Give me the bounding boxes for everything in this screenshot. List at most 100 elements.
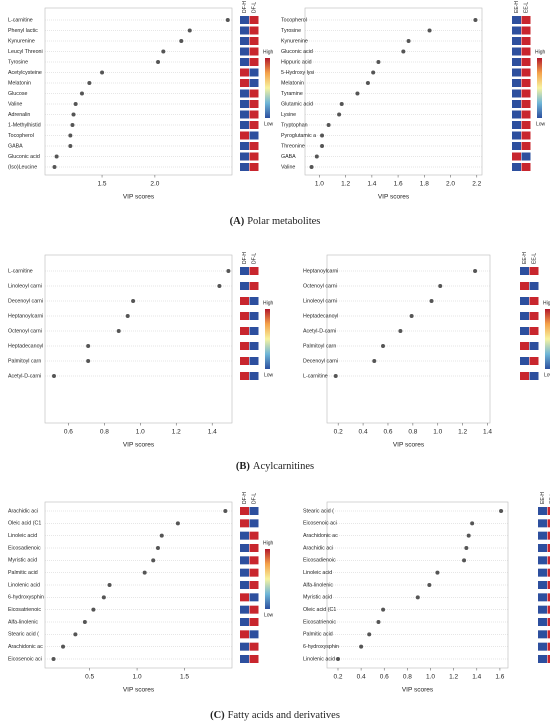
x-axis-title: VIP scores: [123, 687, 155, 694]
heat-cell: [240, 121, 249, 129]
category-label: 6-hydroxysphin: [8, 595, 44, 601]
heat-cell: [538, 544, 547, 552]
dot: [376, 60, 381, 64]
heat-cell: [547, 544, 550, 552]
heat-cell: [538, 618, 547, 626]
heat-cell: [249, 531, 259, 540]
x-tick-label: 1.4: [367, 181, 376, 188]
category-label: Octenoyl carni: [303, 283, 337, 289]
dot: [470, 521, 475, 526]
dot: [225, 18, 230, 22]
x-tick-label: 0.6: [383, 429, 392, 436]
heat-cell: [240, 581, 249, 589]
heat-cell: [249, 507, 259, 515]
category-label: Oleic acid (C1: [303, 607, 336, 613]
caption: (A) Polar metabolites: [230, 216, 321, 227]
heat-cell: [249, 110, 259, 119]
dot: [54, 154, 59, 159]
category-label: Glutamic acid: [281, 101, 313, 107]
heat-cell: [521, 47, 531, 56]
dot: [464, 546, 469, 550]
heat-cell: [521, 89, 531, 98]
heat-cell: [521, 163, 531, 171]
plot-frame: [326, 254, 491, 424]
heat-cell: [249, 581, 259, 589]
dot: [175, 521, 180, 526]
dot: [79, 91, 84, 96]
category-label: Eicosenoic aci: [303, 521, 337, 527]
category-label: L-carnitine: [8, 268, 33, 274]
category-label: Kynurenine: [8, 38, 35, 44]
category-label: Kynurenine: [281, 38, 308, 44]
category-label: Adrenalin: [8, 112, 30, 118]
heat-cell: [547, 556, 550, 565]
caption: (C) Fatty acids and derivatives: [210, 710, 340, 721]
heat-cell: [538, 568, 547, 577]
heat-cell: [520, 372, 529, 380]
dot: [335, 657, 340, 661]
x-tick-label: 1.4: [483, 429, 492, 436]
category-label: Linoleoyl carni: [8, 283, 42, 289]
heat-cell: [529, 372, 539, 380]
heat-cell: [249, 630, 259, 639]
heat-cell: [512, 152, 521, 161]
category-label: Heptanoylcarni: [8, 313, 43, 319]
dot: [415, 595, 420, 600]
category-label: Palmitoyl carn: [303, 343, 336, 349]
category-label: Tocopherol: [281, 17, 307, 23]
dot: [68, 144, 73, 148]
x-tick-label: 1.2: [341, 181, 350, 188]
colorbar: [265, 549, 270, 609]
heat-cell: [521, 152, 531, 161]
colorbar-label: Low: [264, 121, 274, 127]
heat-cell: [547, 655, 550, 663]
heat-cell: [240, 142, 249, 150]
category-label: 5-Hydroxy lysi: [281, 70, 314, 76]
x-tick-label: 0.6: [64, 429, 73, 436]
heat-cell: [521, 110, 531, 119]
category-label: Eicosadienoic: [303, 558, 336, 564]
dot: [355, 91, 360, 96]
x-tick-label: 2.2: [472, 181, 481, 188]
dot: [398, 329, 403, 333]
x-tick-label: 2.0: [446, 181, 455, 188]
dot: [179, 39, 184, 43]
heat-cell: [249, 79, 259, 87]
category-label: Arachidic aci: [303, 545, 333, 551]
heat-cell: [547, 531, 550, 540]
colorbar-label: High: [263, 540, 274, 546]
heat-cell: [512, 58, 521, 66]
dot: [365, 81, 370, 85]
dot: [409, 314, 414, 318]
heat-cell: [538, 605, 547, 614]
colorbar-label: High: [535, 49, 546, 55]
colorbar-label: High: [543, 300, 550, 306]
category-label: Acetyl-D-carni: [8, 373, 41, 379]
category-label: Heptanoylcarni: [303, 268, 338, 274]
x-tick-label: 0.8: [408, 429, 417, 436]
heat-cell: [547, 605, 550, 614]
category-label: Eicosatrienoic: [303, 619, 336, 625]
category-label: Valine: [8, 101, 22, 107]
category-label: Acetylcysteine: [8, 70, 42, 76]
dot: [142, 570, 147, 575]
dot: [367, 632, 372, 637]
heat-cell: [240, 297, 249, 305]
heat-cell: [249, 297, 259, 305]
caption-letter: (C): [210, 710, 225, 721]
dot: [131, 299, 136, 303]
x-axis-title: VIP scores: [402, 687, 434, 694]
dot: [125, 314, 130, 318]
category-label: Glucose: [8, 91, 27, 97]
heat-cell: [249, 131, 259, 140]
dot: [309, 165, 314, 169]
heat-cell: [538, 519, 547, 528]
x-tick-label: 1.2: [172, 429, 181, 436]
dot: [339, 102, 344, 106]
dot: [73, 102, 78, 106]
dot: [473, 269, 478, 273]
heat-cell: [249, 26, 259, 35]
heat-cell: [512, 142, 521, 150]
heat-cell: [249, 47, 259, 56]
